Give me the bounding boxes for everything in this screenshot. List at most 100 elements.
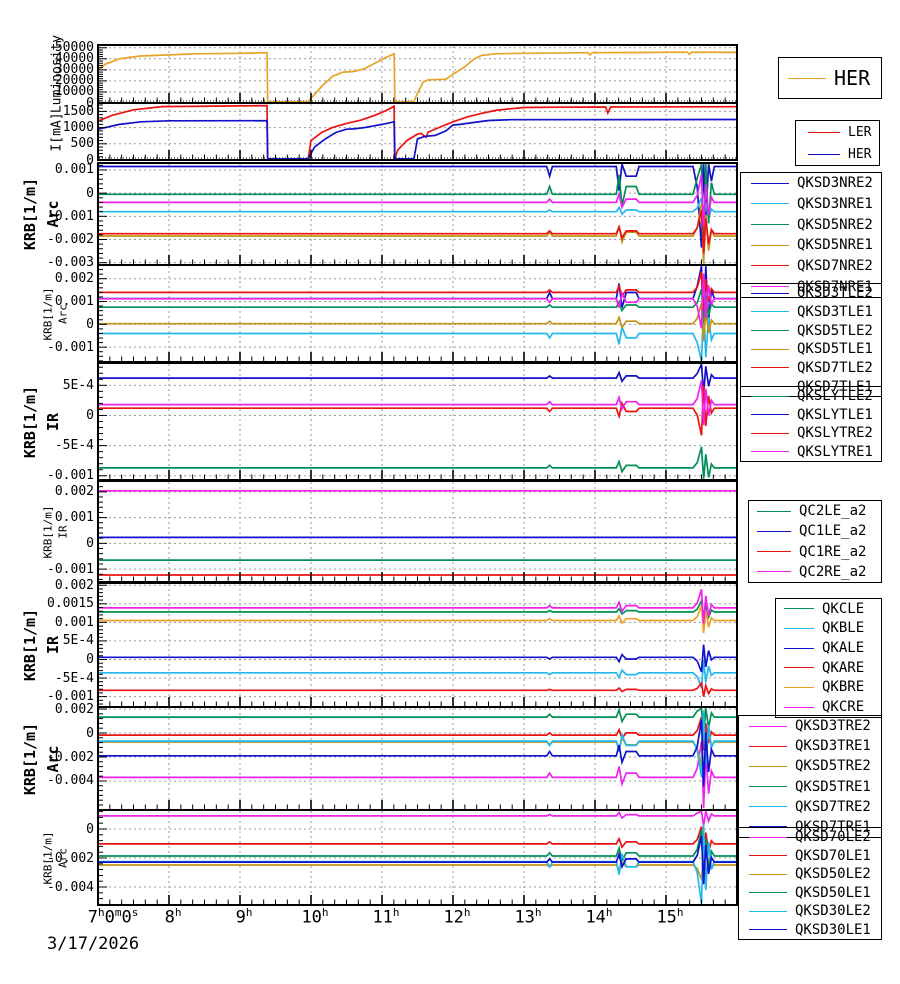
- series-QKSD3TLE1: [98, 302, 737, 361]
- legend-label: QKSD70LE2: [795, 829, 871, 846]
- legend-tle-entry-QKSD7TLE2: QKSD7TLE2: [741, 360, 881, 376]
- ytick-krb-ir-qk-5E-4: 5E-4: [62, 633, 94, 649]
- series-QKSD7NRE2: [98, 210, 737, 254]
- legend-label: QKSD30LE2: [795, 903, 871, 920]
- ytick-krb-ir-qc-0.001: 0.001: [54, 510, 94, 526]
- legend-label: QKSD3TLE2: [797, 285, 873, 302]
- legend-label: QKSLYTLE1: [797, 406, 873, 423]
- legend-label: QKARE: [822, 659, 865, 676]
- legend-ole-entry-QKSD50LE2: QKSD50LE2: [739, 866, 881, 882]
- legend-line-sample: [751, 330, 789, 332]
- ytick-krb-arc-tle-0.002: 0.002: [54, 271, 94, 287]
- ytick-krb-ir-qc--0.001: -0.001: [47, 561, 94, 577]
- legend-tre: QKSD3TRE2 QKSD3TRE1 QKSD5TRE2 QKSD5TRE1 QKSD…: [738, 715, 882, 838]
- ytick-krb-ir-qksly--5E-4: -5E-4: [54, 438, 94, 454]
- subplot-luminosity: [97, 44, 738, 104]
- legend-label: QKALE: [822, 640, 865, 657]
- ytick-luminosity-30000: 30000: [54, 62, 94, 78]
- legend-label: QKSD50LE1: [795, 884, 871, 901]
- legend-line-sample: [757, 551, 791, 553]
- ytick-krb-ir-qk--5E-4: -5E-4: [54, 670, 94, 686]
- legend-line-sample: [749, 765, 787, 767]
- legend-tre-entry-QKSD3TRE2: QKSD3TRE2: [739, 718, 881, 734]
- legend-tre-entry-QKSD3TRE1: QKSD3TRE1: [739, 738, 881, 754]
- ylabel2-krb-arc-ole: Arc: [56, 847, 70, 868]
- legend-label: QKSD7NRE1: [797, 278, 873, 295]
- subplot-beam-current: [97, 102, 738, 161]
- ytick-krb-ir-qk-0.002: 0.002: [54, 577, 94, 593]
- ylabel-krb-arc-nre: KRB[1/m]: [21, 177, 39, 251]
- legend-line-sample: [751, 311, 789, 313]
- legend-line-sample: [751, 348, 789, 350]
- legend-qk-entry-QKBRE: QKBRE: [776, 679, 881, 695]
- legend-ole-entry-QKSD50LE1: QKSD50LE1: [739, 885, 881, 901]
- ytick-beam-current-1000: 1000: [62, 120, 94, 136]
- legend-line-sample: [751, 244, 789, 246]
- ylabel2-krb-arc-tre: Arc: [44, 744, 62, 773]
- series-QKSD5NRE2: [98, 163, 737, 250]
- legend-label: QC2LE_a2: [799, 503, 867, 520]
- legend-label: HER: [848, 146, 872, 162]
- series-QKSD7TLE2: [98, 271, 737, 310]
- series-HER: [97, 51, 738, 103]
- legend-qk: QKCLE QKBLE QKALE QKARE QKBRE QKCRE: [775, 598, 882, 718]
- legend-label: HER: [834, 66, 871, 90]
- series-QKSD5TRE2: [98, 721, 737, 767]
- subplot-krb-arc-nre: [97, 162, 738, 266]
- subplot-krb-arc-ole: [97, 809, 738, 906]
- ytick-krb-ir-qk-0.001: 0.001: [54, 614, 94, 630]
- series-QKSD7NRE1: [98, 174, 737, 227]
- legend-nre-entry-QKSD5NRE1: QKSD5NRE1: [741, 237, 881, 253]
- subplot-krb-ir-qk: [97, 582, 738, 708]
- legend-label: QKSD5TLE2: [797, 322, 873, 339]
- xtick-13h: 13h: [514, 906, 542, 928]
- ytick-krb-arc-nre-0: 0: [86, 185, 94, 201]
- legend-label: QKSD30LE1: [795, 921, 871, 938]
- subplot-krb-ir-qksly: [97, 362, 738, 481]
- legend-qc-entry-QC2RE_a2: QC2RE_a2: [749, 564, 881, 580]
- ylabel-krb-arc-ole: KRB[1/m]: [41, 831, 55, 884]
- legend-line-sample: [751, 265, 789, 267]
- legend-label: QKBLE: [822, 620, 865, 637]
- legend-ole-entry-QKSD30LE2: QKSD30LE2: [739, 903, 881, 919]
- series-QKBRE: [98, 605, 737, 634]
- legend-ole-entry-QKSD70LE1: QKSD70LE1: [739, 848, 881, 864]
- legend-line-sample: [757, 510, 791, 512]
- legend-line-sample: [749, 725, 787, 727]
- legend-line-sample: [808, 153, 840, 155]
- legend-qksly-entry-QKSLYTRE1: QKSLYTRE1: [741, 444, 881, 460]
- ytick-krb-ir-qc-0: 0: [86, 535, 94, 551]
- legend-label: QC2RE_a2: [799, 563, 867, 580]
- legend-line-sample: [749, 826, 787, 828]
- legend-line-sample: [749, 836, 787, 838]
- legend-label: QKSLYTLE2: [797, 388, 873, 405]
- legend-label: QKSD7TLE2: [797, 359, 873, 376]
- series-QKSD5NRE1: [98, 203, 737, 264]
- legend-luminosity-entry-HER: HER: [779, 66, 881, 90]
- legend-line-sample: [751, 292, 789, 294]
- series-QKCRE: [98, 589, 737, 624]
- xtick-14h: 14h: [585, 906, 613, 928]
- legend-tre-entry-QKSD7TRE2: QKSD7TRE2: [739, 799, 881, 815]
- ytick-krb-arc-nre--0.002: -0.002: [47, 232, 94, 247]
- legend-label: QKSD7TRE1: [795, 818, 871, 835]
- xtick-15h: 15h: [656, 906, 684, 928]
- legend-tre-entry-QKSD5TRE2: QKSD5TRE2: [739, 758, 881, 774]
- series-LER: [97, 104, 738, 160]
- series-QKSD3TRE2: [98, 741, 737, 809]
- xtick-11h: 11h: [372, 906, 400, 928]
- ylabel-krb-arc-tle: KRB[1/m]: [41, 287, 55, 340]
- ylabel-krb-arc-tre: KRB[1/m]: [21, 722, 39, 795]
- series-QKSD7TRE2: [98, 710, 737, 778]
- legend-tle-entry-QKSD5TLE2: QKSD5TLE2: [741, 323, 881, 339]
- ytick-krb-arc-nre--0.003: -0.003: [47, 255, 94, 271]
- legend-current: LER HER: [795, 120, 880, 166]
- legend-line-sample: [757, 571, 791, 573]
- xtick-9h: 9h: [235, 906, 253, 928]
- legend-tre-entry-QKSD7TRE1: QKSD7TRE1: [739, 819, 881, 835]
- legend-label: QKSD5TLE1: [797, 341, 873, 358]
- legend-line-sample: [784, 686, 814, 688]
- series-QKCLE: [98, 597, 737, 622]
